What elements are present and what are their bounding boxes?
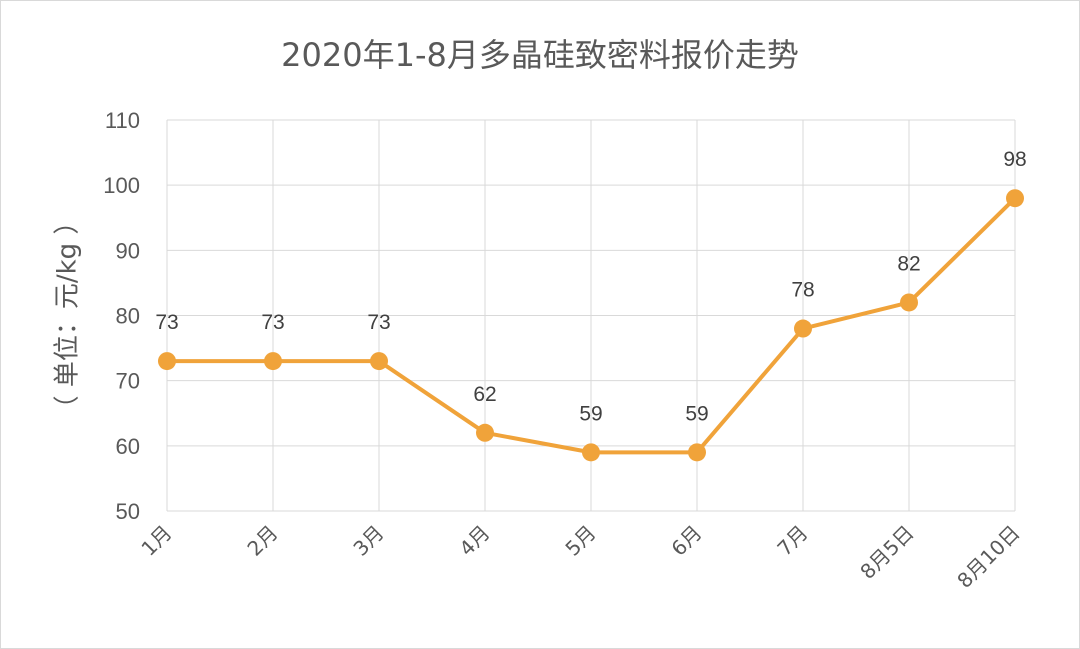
data-label: 73 [155, 311, 178, 334]
y-tick-label: 110 [105, 108, 140, 133]
x-tick-label: 5月 [560, 521, 600, 561]
data-point [370, 352, 388, 371]
data-label: 59 [685, 402, 708, 425]
data-label: 73 [261, 311, 284, 334]
data-point [582, 443, 600, 462]
x-axis-ticks: 1月 2月 3月 4月 5月 6月 7月 8月5日 8月10日 [136, 521, 1024, 593]
y-axis-ticks: 50 60 70 80 90 100 110 [103, 108, 140, 524]
data-point [264, 352, 282, 371]
x-tick-label: 7月 [772, 521, 812, 561]
data-label: 82 [897, 252, 920, 275]
x-tick-label: 6月 [666, 521, 706, 561]
chart-title: 2020年1-8月多晶硅致密料报价走势 [281, 36, 799, 74]
x-tick-label: 3月 [348, 521, 388, 561]
y-tick-label: 70 [116, 369, 140, 394]
data-label: 98 [1003, 148, 1026, 171]
series-points [158, 189, 1024, 462]
data-point [1006, 189, 1024, 208]
data-point [476, 423, 494, 442]
x-tick-label: 8月5日 [855, 521, 918, 584]
data-label: 78 [791, 279, 814, 302]
data-label: 62 [473, 383, 496, 406]
y-tick-label: 80 [116, 304, 140, 329]
data-label: 73 [367, 311, 390, 334]
x-tick-label: 2月 [242, 521, 282, 561]
grid-lines [166, 119, 1016, 512]
data-point [794, 319, 812, 338]
x-tick-label: 8月10日 [952, 521, 1024, 593]
data-point [158, 352, 176, 371]
data-point [900, 293, 918, 312]
data-point [688, 443, 706, 462]
y-tick-label: 100 [103, 173, 140, 198]
y-tick-label: 50 [116, 499, 140, 524]
x-tick-label: 1月 [136, 521, 176, 561]
x-tick-label: 4月 [454, 521, 494, 561]
y-tick-label: 90 [116, 238, 140, 263]
data-label: 59 [579, 402, 602, 425]
data-labels: 73 73 73 62 59 59 78 82 98 [155, 148, 1026, 425]
y-tick-label: 60 [116, 434, 140, 459]
